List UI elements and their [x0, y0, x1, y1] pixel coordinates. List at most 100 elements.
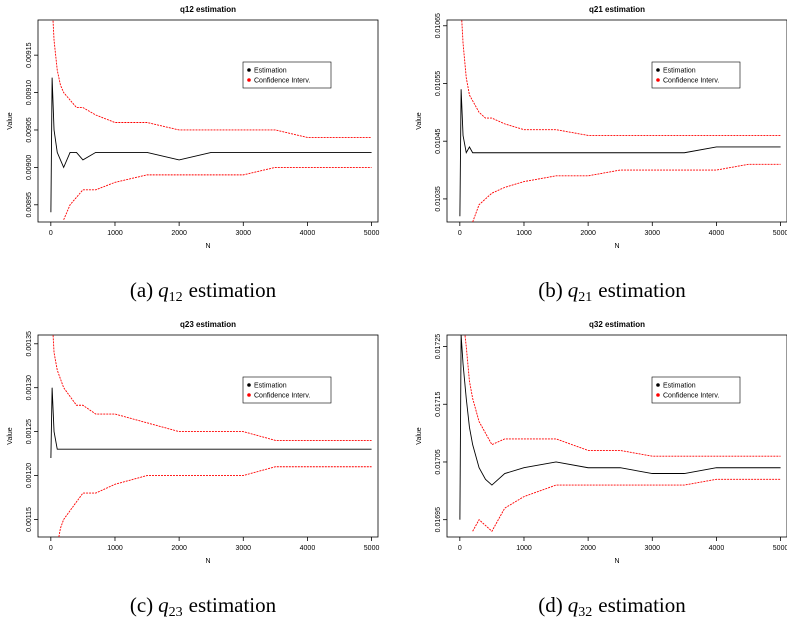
y-tick-label: 0.01065 — [435, 13, 442, 38]
legend-label: Confidence Interv. — [663, 78, 719, 85]
y-tick-label: 0.00130 — [26, 375, 33, 400]
legend-marker — [247, 383, 251, 387]
y-tick-label: 0.00915 — [26, 42, 33, 67]
y-tick-label: 0.00120 — [26, 463, 33, 488]
legend-label: Confidence Interv. — [663, 393, 719, 400]
x-tick-label: 0 — [49, 545, 53, 552]
x-tick-label: 1000 — [107, 545, 123, 552]
plot-lines — [50, 335, 372, 537]
caption-subscript: 12 — [169, 290, 183, 305]
series-line — [52, 20, 372, 138]
y-tick-label: 0.01715 — [435, 392, 442, 417]
x-tick-label: 5000 — [773, 230, 787, 237]
plot-lines — [459, 335, 781, 532]
y-tick-label: 0.01055 — [435, 71, 442, 96]
series-line — [50, 387, 372, 458]
series-line — [459, 335, 781, 520]
y-tick-label: 0.01045 — [435, 128, 442, 153]
legend-label: Confidence Interv. — [254, 393, 310, 400]
x-tick-label: 1000 — [516, 230, 532, 237]
x-tick-label: 4000 — [300, 230, 316, 237]
plot-frame — [446, 334, 787, 538]
series-line — [58, 466, 372, 537]
x-tick-label: 0 — [49, 230, 53, 237]
caption-symbol: q — [158, 593, 169, 617]
x-tick-label: 4000 — [709, 545, 725, 552]
chart-title: q12 estimation — [180, 5, 236, 14]
series-line — [464, 335, 781, 457]
x-tick-label: 5000 — [364, 545, 380, 552]
y-tick-label: 0.00905 — [26, 117, 33, 142]
legend-marker — [656, 78, 660, 82]
x-tick-label: 1000 — [107, 230, 123, 237]
x-tick-label: 2000 — [580, 545, 596, 552]
legend-label: Estimation — [254, 383, 287, 390]
plot-lines — [459, 20, 781, 222]
chart-panel: q12 estimation 0 1000 2000 3000 4000 5000 N 0.00… — [7, 5, 380, 305]
caption-text: estimation — [598, 278, 686, 302]
chart-panel: q32 estimation 0 1000 2000 3000 4000 5000 N 0.01… — [416, 320, 787, 620]
caption-label: (b) — [538, 278, 563, 302]
chart-panel: q23 estimation 0 1000 2000 3000 4000 5000 N 0.00… — [7, 320, 380, 620]
x-tick-label: 5000 — [364, 230, 380, 237]
y-tick-label: 0.01725 — [435, 334, 442, 359]
y-tick-label: 0.00115 — [26, 507, 33, 532]
legend-box — [651, 61, 741, 89]
y-tick-label: 0.00910 — [26, 80, 33, 105]
series-line — [63, 166, 372, 220]
x-tick-label: 2000 — [171, 545, 187, 552]
chart-title: q21 estimation — [589, 5, 645, 14]
plot-frame — [446, 19, 787, 223]
chart-panel: q21 estimation 0 1000 2000 3000 4000 5000 N 0.01… — [416, 5, 787, 305]
caption-label: (c) — [130, 593, 153, 617]
x-axis-label: N — [205, 558, 210, 565]
x-tick-label: 3000 — [644, 545, 660, 552]
legend-box — [242, 61, 332, 89]
series-line — [50, 77, 372, 213]
plot-frame — [37, 334, 379, 538]
x-tick-label: 3000 — [235, 230, 251, 237]
series-line — [52, 335, 372, 441]
x-tick-label: 2000 — [580, 230, 596, 237]
legend-label: Estimation — [663, 68, 696, 75]
caption-text: estimation — [189, 278, 277, 302]
series-line — [472, 163, 781, 222]
caption-subscript: 23 — [169, 605, 183, 620]
plot-lines — [50, 20, 372, 220]
chart-title: q23 estimation — [180, 320, 236, 329]
y-axis-label: Value — [7, 112, 14, 129]
x-axis-label: N — [614, 243, 619, 250]
x-tick-label: 1000 — [516, 545, 532, 552]
caption-subscript: 21 — [578, 290, 592, 305]
y-tick-label: 0.00895 — [26, 192, 33, 217]
y-tick-label: 0.00135 — [26, 331, 33, 356]
x-tick-label: 0 — [458, 230, 462, 237]
legend-marker — [247, 78, 251, 82]
y-axis-label: Value — [416, 112, 423, 129]
x-tick-label: 4000 — [709, 230, 725, 237]
legend-label: Estimation — [663, 383, 696, 390]
caption-text: estimation — [598, 593, 686, 617]
caption-label: (d) — [538, 593, 563, 617]
plot-frame — [37, 19, 379, 223]
caption-symbol: q — [568, 593, 579, 617]
y-tick-label: 0.00900 — [26, 155, 33, 180]
legend-label: Confidence Interv. — [254, 78, 310, 85]
caption-subscript: 32 — [578, 605, 592, 620]
legend-marker — [247, 393, 251, 397]
caption-symbol: q — [568, 278, 579, 302]
caption-label: (a) — [130, 278, 153, 302]
y-tick-label: 0.00125 — [26, 419, 33, 444]
caption-text: estimation — [189, 593, 277, 617]
y-axis-label: Value — [7, 427, 14, 444]
chart-title: q32 estimation — [589, 320, 645, 329]
legend-marker — [656, 393, 660, 397]
x-axis-label: N — [205, 243, 210, 250]
x-tick-label: 3000 — [644, 230, 660, 237]
x-axis-label: N — [614, 558, 619, 565]
series-line — [459, 89, 781, 217]
y-tick-label: 0.01705 — [435, 449, 442, 474]
legend-label: Estimation — [254, 68, 287, 75]
caption: (b) q21 estimation — [538, 278, 686, 305]
